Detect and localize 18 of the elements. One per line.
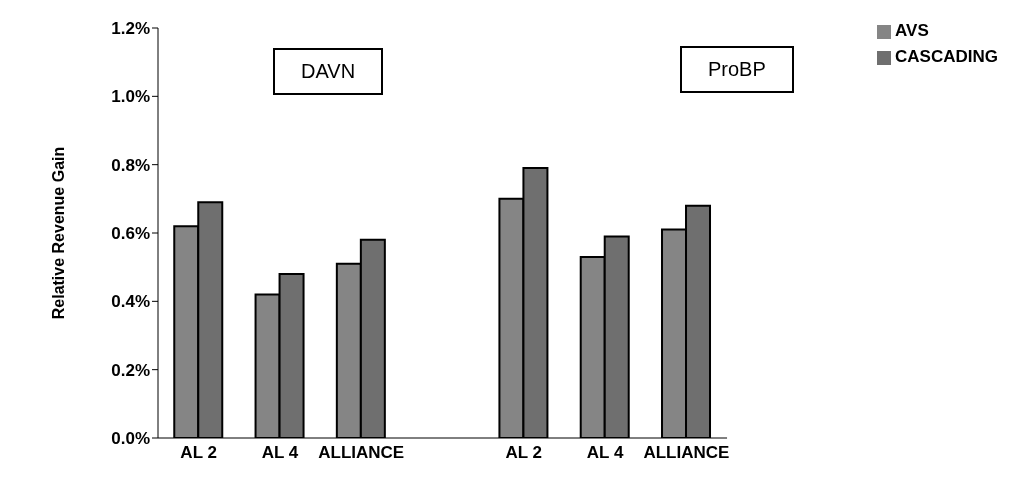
annotation: DAVN bbox=[273, 48, 384, 95]
x-tick-label: AL 2 bbox=[180, 443, 217, 463]
x-tick-label: ALLIANCE bbox=[643, 443, 730, 463]
legend-label: CASCADING bbox=[895, 47, 998, 66]
legend-label: AVS bbox=[895, 21, 929, 40]
x-tick-label: AL 2 bbox=[505, 443, 543, 463]
y-tick-label: 0.6% bbox=[111, 224, 150, 244]
annotation: ProBP bbox=[680, 46, 794, 93]
x-tick-label: ALLIANCE bbox=[318, 443, 405, 463]
y-tick-label: 0.4% bbox=[111, 292, 150, 312]
y-tick-label: 1.2% bbox=[111, 19, 150, 39]
x-tick-label: AL 4 bbox=[261, 443, 299, 463]
x-tick-label: AL 4 bbox=[586, 443, 624, 463]
y-tick-label: 1.0% bbox=[111, 87, 150, 107]
y-tick-label: 0.0% bbox=[111, 429, 150, 449]
y-tick-label: 0.8% bbox=[111, 155, 150, 175]
y-tick-label: 0.2% bbox=[111, 360, 150, 380]
y-axis-title: Relative Revenue Gain bbox=[49, 146, 67, 320]
